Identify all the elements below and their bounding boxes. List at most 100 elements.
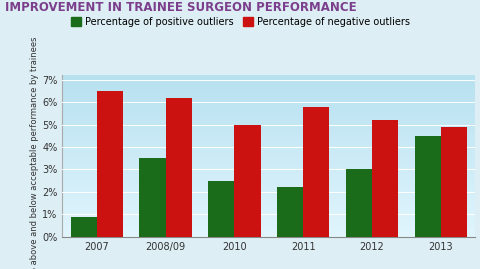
Bar bbox=[62, 218, 475, 220]
Bar bbox=[62, 104, 475, 105]
Bar bbox=[62, 93, 475, 94]
Bar bbox=[62, 167, 475, 168]
Bar bbox=[62, 90, 475, 91]
Bar bbox=[62, 111, 475, 112]
Bar bbox=[62, 153, 475, 154]
Bar bbox=[62, 87, 475, 88]
Bar bbox=[62, 181, 475, 182]
Bar bbox=[62, 150, 475, 151]
Bar bbox=[62, 200, 475, 201]
Bar bbox=[62, 233, 475, 235]
Bar bbox=[62, 189, 475, 190]
Bar bbox=[62, 225, 475, 226]
Bar bbox=[208, 181, 234, 237]
Bar bbox=[62, 109, 475, 110]
Bar bbox=[62, 145, 475, 146]
Bar bbox=[62, 125, 475, 126]
Bar bbox=[234, 125, 261, 237]
Bar bbox=[62, 103, 475, 104]
Bar bbox=[62, 113, 475, 114]
Bar bbox=[62, 76, 475, 77]
Bar bbox=[62, 220, 475, 221]
Text: IMPROVEMENT IN TRAINEE SURGEON PERFORMANCE: IMPROVEMENT IN TRAINEE SURGEON PERFORMAN… bbox=[5, 1, 357, 14]
Bar bbox=[62, 75, 475, 76]
Bar bbox=[62, 126, 475, 127]
Bar bbox=[62, 141, 475, 142]
Bar bbox=[62, 97, 475, 98]
Bar bbox=[62, 157, 475, 158]
Bar bbox=[62, 121, 475, 122]
Bar bbox=[62, 88, 475, 89]
Bar bbox=[62, 116, 475, 117]
Bar bbox=[62, 194, 475, 195]
Bar bbox=[62, 124, 475, 125]
Bar bbox=[62, 154, 475, 155]
Bar bbox=[62, 130, 475, 131]
Bar bbox=[62, 110, 475, 111]
Bar bbox=[62, 82, 475, 83]
Bar bbox=[62, 175, 475, 176]
Bar bbox=[62, 224, 475, 225]
Bar bbox=[62, 182, 475, 183]
Bar bbox=[62, 213, 475, 214]
Bar bbox=[62, 144, 475, 145]
Bar bbox=[62, 162, 475, 164]
Bar bbox=[62, 188, 475, 189]
Bar bbox=[62, 146, 475, 147]
Bar bbox=[62, 79, 475, 80]
Bar bbox=[62, 221, 475, 222]
Bar bbox=[62, 178, 475, 179]
Y-axis label: % above and below acceptable performance by trainees: % above and below acceptable performance… bbox=[30, 37, 39, 269]
Bar bbox=[62, 229, 475, 230]
Bar bbox=[62, 101, 475, 102]
Bar bbox=[62, 206, 475, 207]
Bar bbox=[62, 102, 475, 103]
Bar bbox=[62, 133, 475, 134]
Bar bbox=[62, 94, 475, 95]
Bar bbox=[62, 197, 475, 198]
Bar bbox=[62, 155, 475, 156]
Bar bbox=[62, 164, 475, 165]
Bar bbox=[62, 185, 475, 186]
Bar bbox=[62, 114, 475, 115]
Bar bbox=[62, 139, 475, 140]
Bar bbox=[62, 183, 475, 184]
Bar bbox=[62, 91, 475, 93]
Bar bbox=[71, 217, 97, 237]
Bar bbox=[62, 118, 475, 119]
Bar bbox=[62, 186, 475, 187]
Bar bbox=[166, 98, 192, 237]
Bar bbox=[62, 204, 475, 206]
Bar bbox=[62, 232, 475, 233]
Bar bbox=[62, 81, 475, 82]
Bar bbox=[62, 140, 475, 141]
Bar bbox=[62, 132, 475, 133]
Bar bbox=[62, 228, 475, 229]
Bar bbox=[62, 119, 475, 121]
Bar bbox=[62, 100, 475, 101]
Bar bbox=[62, 112, 475, 113]
Bar bbox=[62, 199, 475, 200]
Bar bbox=[62, 212, 475, 213]
Bar bbox=[62, 127, 475, 128]
Bar bbox=[62, 151, 475, 152]
Bar bbox=[372, 120, 398, 237]
Bar bbox=[62, 122, 475, 123]
Bar bbox=[62, 192, 475, 193]
Bar bbox=[62, 148, 475, 150]
Bar bbox=[62, 207, 475, 208]
Bar bbox=[62, 86, 475, 87]
Bar bbox=[62, 147, 475, 148]
Bar bbox=[62, 216, 475, 217]
Bar bbox=[62, 171, 475, 172]
Bar bbox=[62, 128, 475, 129]
Bar bbox=[62, 107, 475, 108]
Bar bbox=[140, 158, 166, 237]
Bar bbox=[62, 203, 475, 204]
Bar bbox=[62, 137, 475, 138]
Bar bbox=[62, 210, 475, 211]
Bar bbox=[62, 159, 475, 160]
Bar bbox=[62, 123, 475, 124]
Bar bbox=[62, 209, 475, 210]
Bar bbox=[62, 217, 475, 218]
